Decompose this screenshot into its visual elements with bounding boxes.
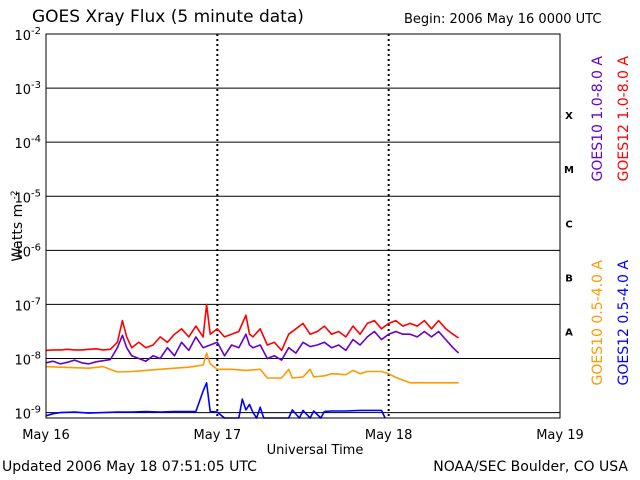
- y-tick-label: 10-8: [14, 351, 41, 369]
- y-tick-label: 10-7: [14, 296, 41, 314]
- chart-title: GOES Xray Flux (5 minute data): [32, 7, 304, 27]
- x-tick-label: May 18: [365, 428, 413, 443]
- y-tick-label: 10-2: [14, 26, 41, 44]
- x-tick-label: May 17: [194, 428, 242, 443]
- series-line: [45, 352, 459, 384]
- credit-label: NOAA/SEC Boulder, CO USA: [433, 459, 628, 475]
- legend-entry: GOES12 1.0-8.0 A: [616, 56, 632, 182]
- flare-class-label: A: [565, 327, 573, 338]
- flare-class-label: X: [565, 111, 573, 122]
- series-group: [45, 303, 460, 419]
- legend-entry: GOES10 0.5-4.0 A: [590, 260, 606, 386]
- legend: GOES10 1.0-8.0 A GOES12 1.0-8.0 A GOES10 0…: [590, 56, 632, 386]
- flare-class-label: B: [565, 273, 573, 284]
- y-tick-label: 10-3: [14, 80, 41, 98]
- begin-time-label: Begin: 2006 May 16 0000 UTC: [404, 12, 602, 27]
- series-line: [45, 303, 460, 352]
- y-tick-label: 10-5: [14, 188, 41, 206]
- plot-frame: [45, 33, 561, 419]
- y-tick-label: 10-4: [14, 134, 41, 152]
- legend-entry: GOES12 0.5-4.0 A: [616, 260, 632, 386]
- y-ticks: 10-9 10-8 10-7 10-6 10-5 10-4 10-3 10-2: [14, 26, 41, 423]
- series-line: [45, 381, 386, 419]
- flare-class-label: M: [564, 165, 574, 176]
- x-ticks: May 16 May 17 May 18 May 19: [22, 428, 584, 443]
- y-axis-label: Watts m -2: [10, 190, 26, 261]
- series-line: [45, 330, 460, 365]
- flare-class-labels: A B C M X: [564, 111, 574, 338]
- x-axis-label: Universal Time: [267, 443, 364, 458]
- x-tick-label: May 19: [536, 428, 584, 443]
- grid: [46, 34, 560, 418]
- flare-class-label: C: [565, 219, 572, 230]
- legend-entry: GOES10 1.0-8.0 A: [590, 56, 606, 182]
- y-tick-label: 10-6: [14, 242, 41, 260]
- updated-timestamp: Updated 2006 May 18 07:51:05 UTC: [2, 459, 257, 475]
- y-tick-label: 10-9: [14, 405, 41, 423]
- x-tick-label: May 16: [22, 428, 70, 443]
